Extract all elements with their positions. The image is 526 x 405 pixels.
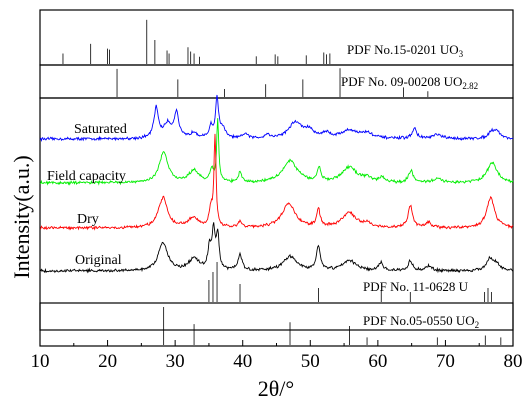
ref-panel-uo282-lines: [116, 68, 429, 97]
ref-label-uo282-text: PDF No. 09-00208 UO: [341, 74, 462, 89]
series-line-dry: [40, 133, 514, 231]
x-tick-label-4: 50: [301, 351, 320, 372]
series-group: [39, 94, 514, 274]
series-line-field-capacity: [39, 118, 514, 186]
x-tick-label-6: 70: [436, 351, 455, 372]
ref-label-uo2: PDF No.05-0550 UO2: [363, 313, 479, 330]
ref-panel-uo2: PDF No.05-0550 UO2: [39, 302, 514, 347]
series-line-saturated: [39, 94, 514, 143]
y-axis-title: Intensity(a.u.): [9, 155, 34, 278]
main-panel-frame: [39, 97, 514, 331]
ref-label-uo2-text: PDF No.05-0550 UO: [363, 313, 475, 328]
sample-label-field-capacity: Field capacity: [47, 169, 126, 184]
x-tick-label-0: 10: [31, 351, 50, 372]
main-panel: Saturated Field capacity Dry Original PD…: [39, 94, 514, 331]
sample-label-dry: Dry: [77, 212, 99, 227]
ref-label-uo282: PDF No. 09-00208 UO2.82: [341, 74, 478, 91]
x-tick-label-1: 20: [98, 351, 117, 372]
x-tick-label-3: 40: [233, 351, 252, 372]
ref-panel-uo2-lines: [163, 307, 502, 345]
sample-label-original: Original: [75, 253, 122, 268]
ref-label-uo2-sub: 2: [475, 320, 480, 330]
ref-panel-uo3-lines: [62, 19, 331, 64]
ref-label-uo282-sub: 2.82: [462, 81, 478, 91]
x-axis-title: 2θ/°: [258, 376, 294, 401]
ref-panel-uo282: PDF No. 09-00208 UO2.82: [39, 64, 514, 99]
x-tick-label-2: 30: [166, 351, 185, 372]
ref-panel-uo3: PDF No.15-0201 UO3: [39, 9, 514, 66]
x-tick-label-5: 60: [368, 351, 387, 372]
ref-panel-u-lines: [208, 262, 492, 302]
ref-label-u: PDF No. 11-0628 U: [363, 279, 469, 294]
ref-label-uo3-sub: 3: [459, 49, 464, 59]
sample-label-saturated: Saturated: [74, 122, 127, 137]
ref-label-uo3: PDF No.15-0201 UO3: [347, 42, 464, 59]
series-line-original: [39, 222, 514, 274]
x-axis: 10 20 30 40 50 60 70 80: [31, 340, 523, 372]
ref-label-uo3-text: PDF No.15-0201 UO: [347, 42, 459, 57]
x-tick-label-7: 80: [504, 351, 523, 372]
